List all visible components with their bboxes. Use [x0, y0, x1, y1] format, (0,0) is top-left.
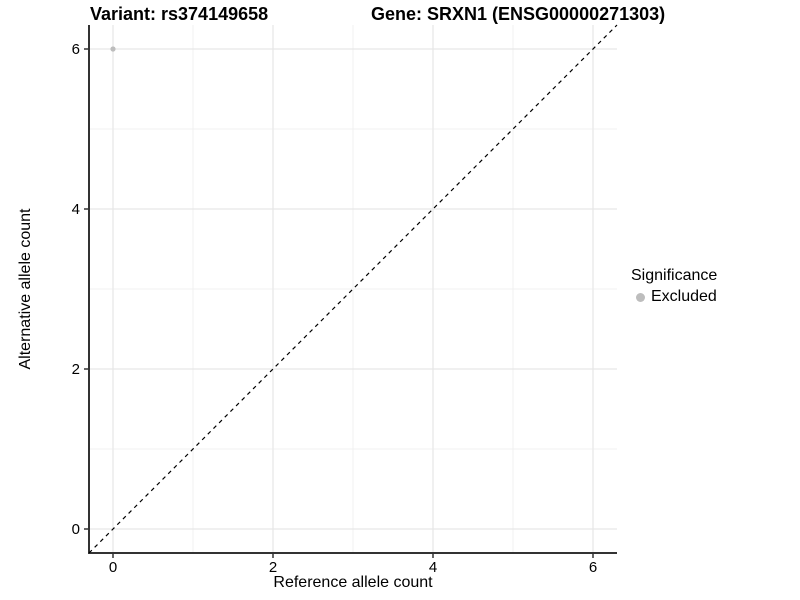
y-tick-label: 0 — [72, 521, 80, 538]
y-axis-label: Alternative allele count — [17, 208, 34, 370]
y-tick-label: 4 — [72, 201, 80, 218]
chart-title-gene: Gene: SRXN1 (ENSG00000271303) — [371, 4, 666, 24]
y-tick-label: 6 — [72, 41, 80, 58]
x-tick-label: 4 — [429, 559, 437, 576]
y-tick-label: 2 — [72, 361, 80, 378]
x-tick-label: 2 — [269, 559, 277, 576]
legend-point-icon — [636, 292, 645, 302]
legend-title: Significance — [631, 267, 718, 284]
x-tick-label: 0 — [109, 559, 117, 576]
data-point — [110, 46, 116, 52]
x-tick-label: 6 — [589, 559, 597, 576]
chart-title-variant: Variant: rs374149658 — [90, 4, 269, 24]
legend: Significance Excluded — [631, 266, 717, 307]
x-axis-label: Reference allele count — [273, 574, 433, 591]
legend-entry-excluded: Excluded — [631, 287, 717, 307]
legend-entry-label: Excluded — [651, 288, 717, 305]
